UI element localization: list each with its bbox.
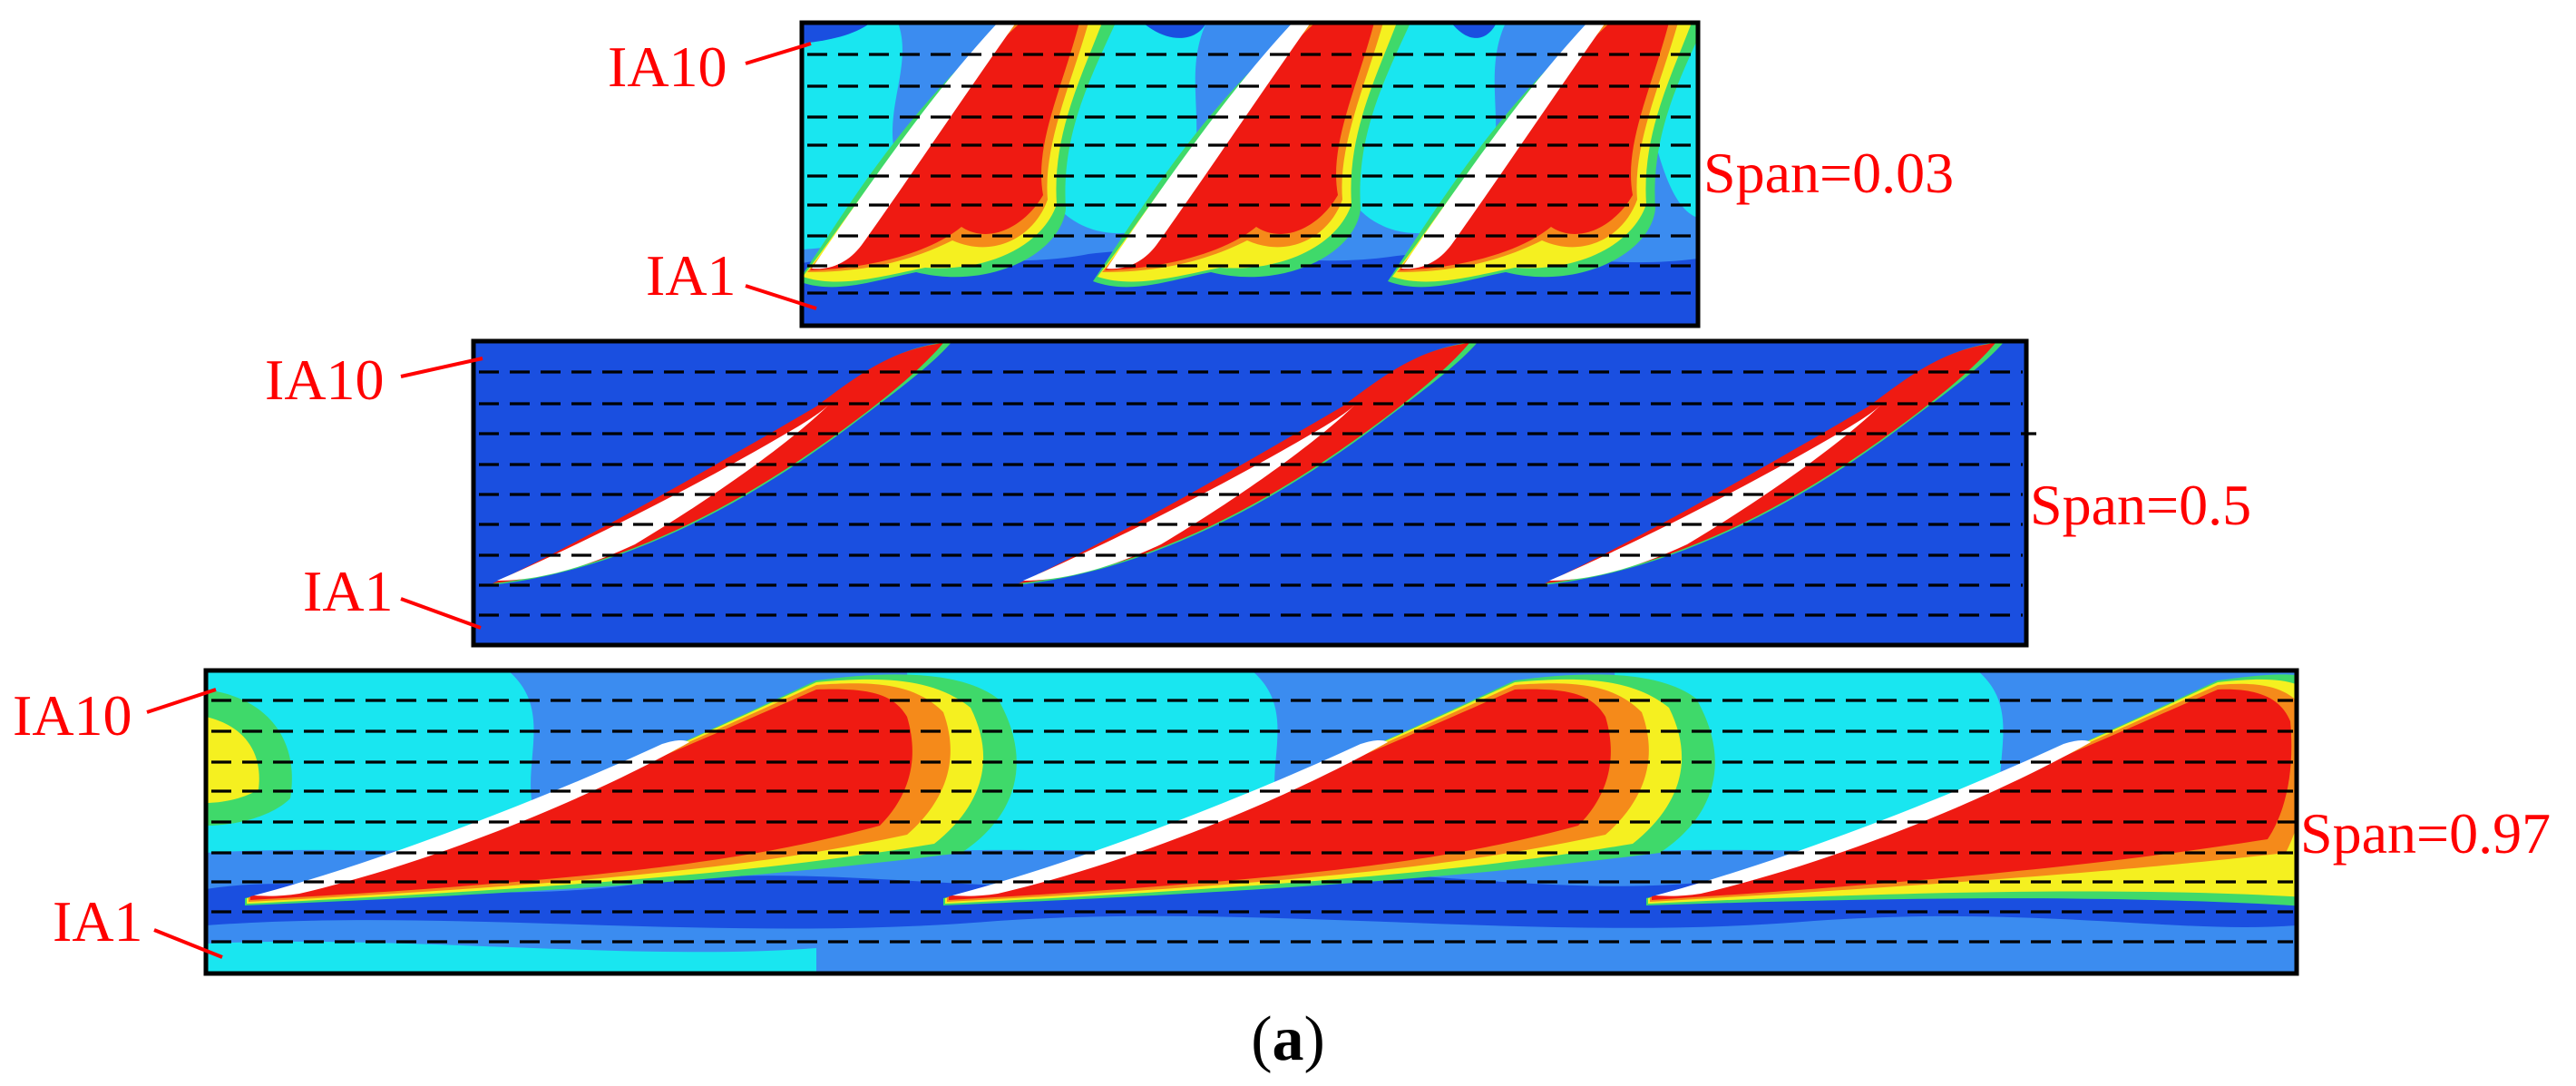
panel-frame-span-003 (799, 20, 1701, 328)
label-ia1-span-05: IA1 (303, 559, 394, 623)
caption-open-paren: ( (1251, 1004, 1272, 1074)
contour-field-span-003 (802, 23, 1698, 326)
inlet-lines-span-003 (807, 53, 1696, 295)
panel-span-003: IA10 IA1 Span=0.03 (608, 20, 1954, 328)
leader-ia1-span-097 (153, 928, 223, 959)
caption-close-paren: ) (1304, 1004, 1325, 1074)
label-span-097: Span=0.97 (2300, 801, 2551, 866)
label-ia1-span-097: IA1 (53, 889, 143, 954)
leader-ia1-span-003 (745, 284, 817, 310)
panel-frame-span-097 (203, 668, 2299, 976)
figure-caption: (a) (1251, 1004, 1325, 1074)
panel-frame-span-05 (471, 338, 2029, 648)
leader-ia1-span-05 (400, 597, 482, 630)
panel-span-097: IA10 IA1 Span=0.97 (13, 668, 2551, 976)
label-ia10-span-003: IA10 (608, 34, 727, 99)
inlet-lines-span-05 (479, 370, 2036, 617)
label-span-003: Span=0.03 (1703, 141, 1954, 205)
label-ia10-span-097: IA10 (13, 683, 132, 748)
inlet-lines-span-097 (211, 699, 2308, 944)
panel-span-05: IA10 IA1 Span=0.5 (265, 338, 2251, 648)
caption-letter: a (1273, 1004, 1304, 1074)
leader-ia10-span-003 (745, 42, 812, 65)
leader-ia10-span-05 (400, 357, 483, 378)
label-ia1-span-003: IA1 (646, 243, 737, 308)
label-ia10-span-05: IA10 (265, 347, 385, 412)
leader-ia10-span-097 (146, 688, 217, 714)
label-span-05: Span=0.5 (2030, 473, 2251, 537)
